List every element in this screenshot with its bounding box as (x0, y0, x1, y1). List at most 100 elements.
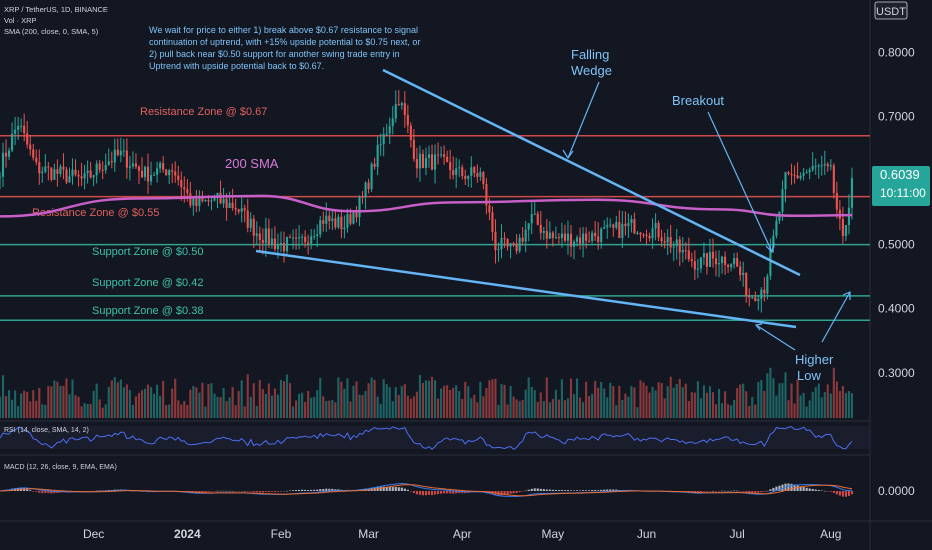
volume-bar (684, 383, 687, 418)
candle-body (276, 245, 280, 250)
candle-body (104, 164, 107, 171)
macd-histogram-bar (591, 490, 594, 491)
volume-bar (820, 397, 823, 418)
candle-body (340, 216, 343, 230)
candle-body (207, 200, 210, 202)
price-tick-label: 0.4000 (878, 302, 915, 316)
candle-body (446, 156, 449, 163)
macd-histogram-bar (246, 491, 249, 492)
candle-body (264, 228, 267, 244)
volume-bar (648, 392, 651, 418)
macd-histogram-bar (841, 491, 844, 497)
wedge-lower-trendline[interactable] (255, 249, 797, 329)
volume-bar (515, 399, 518, 418)
macd-histogram-bar (563, 490, 567, 491)
time-axis[interactable]: Dec 2024 Feb Mar Apr May Jun Jul Aug (83, 527, 842, 541)
volume-bar (705, 392, 709, 418)
candle-body (485, 184, 488, 206)
macd-histogram-bar (437, 491, 440, 495)
volume-bar (177, 400, 180, 418)
volume-bar (669, 376, 672, 418)
volume-bar (222, 387, 225, 418)
candle-body (418, 153, 421, 169)
candle-body (258, 233, 261, 240)
volume-bar (89, 403, 92, 418)
candle-body (829, 165, 832, 167)
candle-body (808, 169, 811, 173)
volume-bar (35, 400, 38, 418)
sma-legend[interactable]: SMA (200, close, 0, SMA, 5) (4, 27, 99, 36)
volume-bar (376, 396, 379, 418)
volume-bar (104, 404, 107, 418)
volume-bar (582, 402, 585, 418)
macd-histogram-bar (554, 489, 557, 491)
macd-histogram-bar (264, 491, 267, 492)
volume-bar (304, 401, 307, 418)
candle-body (322, 220, 325, 224)
volume-bar (189, 389, 192, 418)
volume-bar (796, 379, 799, 418)
currency-badge[interactable] (874, 1, 908, 20)
rsi-legend[interactable]: RSI (14, close, SMA, 14, 2) (4, 427, 89, 434)
candle-body (566, 233, 570, 241)
candle-body (358, 196, 361, 218)
volume-legend[interactable]: Vol · XRP (4, 16, 37, 25)
volume-bar (237, 391, 240, 418)
candle-body (708, 251, 712, 267)
candle-body (600, 228, 603, 242)
volume-bar (415, 391, 418, 418)
macd-histogram-bar (503, 491, 506, 495)
volume-bar (137, 392, 141, 418)
candle-body (261, 239, 264, 244)
wedge-upper-trendline[interactable] (382, 68, 801, 277)
volume-bar (231, 387, 234, 418)
candle-body (714, 258, 718, 265)
candle-body (711, 251, 715, 259)
candle-body (609, 224, 612, 226)
candle-body (400, 103, 403, 106)
symbol-title[interactable]: XRP / TetherUS, 1D, BINANCE (4, 5, 108, 14)
macd-histogram-bar (421, 491, 425, 496)
macd-histogram-bar (730, 490, 733, 492)
macd-legend[interactable]: MACD (12, 26, close, 9, EMA, EMA) (4, 464, 117, 471)
candle-body (832, 165, 835, 193)
volume-bar (153, 393, 156, 418)
macd-histogram-bar (446, 491, 449, 494)
candle-body (346, 214, 349, 228)
candle-body (835, 192, 838, 210)
volume-bar (316, 390, 319, 418)
macd-histogram-bar (769, 489, 772, 491)
candle-body (165, 169, 168, 176)
candle-body (575, 237, 579, 242)
volume-bar (131, 404, 134, 418)
volume-bar (77, 396, 80, 418)
candle-body (730, 264, 733, 268)
volume-bar (403, 384, 406, 418)
volume-bar (560, 379, 563, 418)
volume-bar (470, 398, 473, 418)
volume-bar (355, 381, 358, 418)
volume-bar (162, 380, 165, 418)
candle-body (757, 298, 760, 301)
candle-body (113, 149, 116, 163)
macd-histogram-bar (539, 488, 542, 491)
volume-bar (790, 383, 793, 418)
last-price-badge (872, 166, 930, 207)
volume-bar (41, 404, 44, 418)
volume-bar (279, 379, 283, 418)
macd-histogram-bar (515, 491, 518, 493)
macd-histogram-bar (711, 490, 715, 492)
macd-histogram-bar (385, 486, 388, 491)
macd-histogram-bar (219, 490, 222, 492)
candle-body (449, 162, 452, 171)
volume-bar (751, 396, 754, 418)
macd-histogram-bar (316, 489, 319, 491)
macd-histogram-bar (204, 491, 207, 493)
candle-body (14, 129, 17, 134)
candle-body (316, 234, 319, 237)
volume-bar (600, 381, 603, 418)
candle-body (651, 228, 654, 239)
macd-histogram-bar (452, 491, 455, 494)
volume-bar (464, 381, 467, 418)
